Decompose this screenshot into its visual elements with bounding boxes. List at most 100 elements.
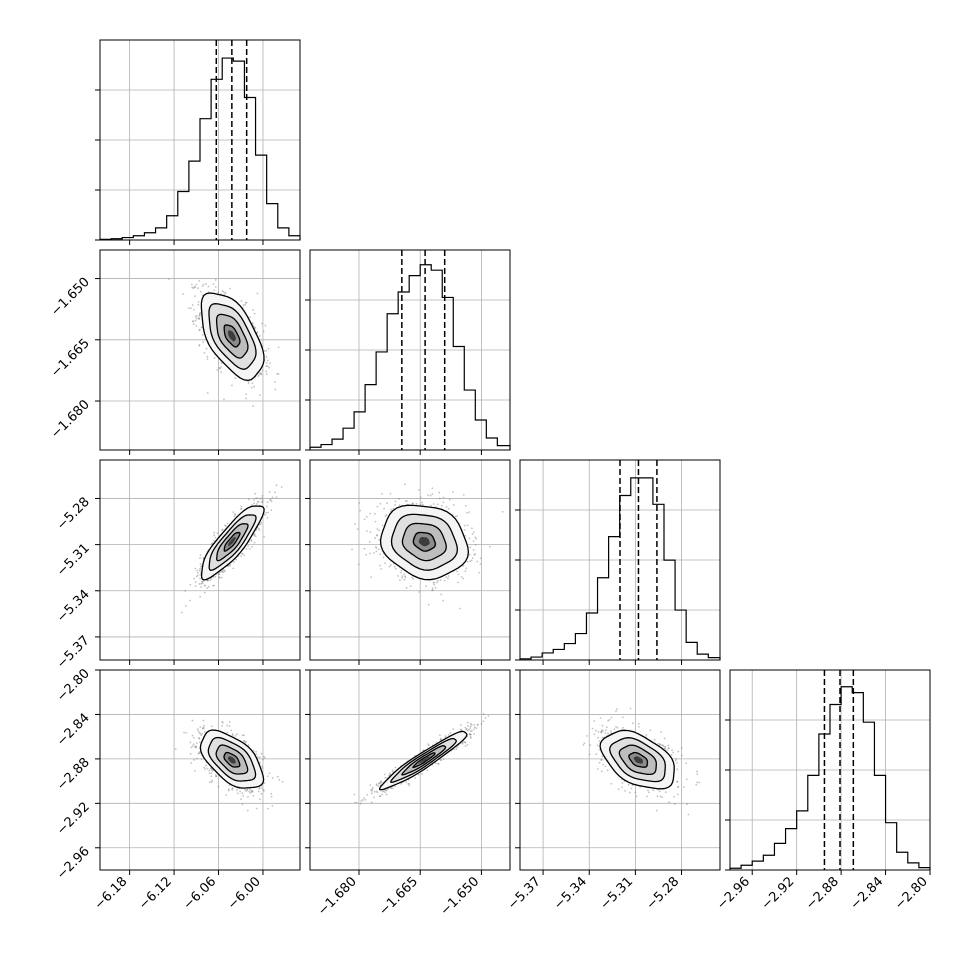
scatter-point [201,582,204,585]
scatter-point [667,747,670,749]
scatter-point [235,558,238,561]
scatter-point [241,792,244,795]
scatter-point [195,283,198,286]
scatter-point [262,758,264,761]
scatter-point [593,733,596,736]
contour-line [401,745,447,776]
scatter-point [476,724,479,726]
scatter-point [419,503,422,506]
scatter-point [240,300,243,302]
scatter-point [474,536,477,539]
scatter-point [434,586,437,589]
scatter-point [276,372,279,375]
scatter-point [468,537,471,540]
scatter-point [408,782,411,785]
scatter-point [228,720,231,723]
scatter-point [219,367,222,370]
scatter-point [443,579,446,582]
scatter-point [197,300,200,303]
scatter-point [388,565,391,568]
scatter-point [227,788,230,791]
scatter-point [438,491,441,494]
panel-2d [351,483,504,610]
scatter-point [257,375,260,378]
scatter-point [663,747,666,750]
scatter-point [457,581,459,584]
scatter-point [258,798,261,801]
scatter-point [595,753,598,756]
scatter-point [261,765,263,768]
scatter-point [473,733,476,735]
scatter-point [256,756,259,758]
scatter-point [666,749,669,751]
scatter-point [696,781,699,784]
scatter-point [210,772,213,775]
scatter-point [274,388,277,391]
scatter-point [663,737,666,740]
scatter-point [635,795,638,798]
scatter-point [388,774,391,777]
scatter-point [385,788,387,791]
scatter-point [217,291,220,294]
scatter-point [470,559,473,562]
scatter-point [470,733,472,736]
scatter-point [473,553,476,556]
scatter-point [192,323,195,325]
scatter-point [266,501,269,503]
scatter-point [219,570,222,573]
scatter-point [465,728,468,731]
scatter-point [212,584,215,587]
scatter-point [257,374,260,376]
scatter-point [217,573,220,576]
scatter-point [236,733,238,735]
scatter-point [384,776,387,779]
scatter-point [659,743,662,746]
scatter-point [456,515,459,517]
y-tick-label: −1.650 [48,275,93,320]
scatter-point [403,573,406,576]
scatter-point [262,755,265,758]
scatter-point [634,791,637,794]
scatter-point [226,522,229,525]
scatter-point [622,726,625,729]
scatter-point [479,563,482,566]
scatter-point [373,512,376,515]
scatter-point [394,500,397,503]
scatter-point [195,745,198,748]
scatter-point [269,362,271,365]
x-tick-label: −2.96 [714,874,753,913]
contour-line [390,513,459,571]
scatter-point [418,591,421,593]
scatter-point [269,498,272,501]
scatter-point [225,794,228,797]
scatter-point [185,731,188,734]
scatter-point [393,565,396,568]
scatter-point [265,511,268,514]
scatter-point [414,777,417,779]
scatter-point [201,333,204,336]
scatter-point [474,553,476,556]
scatter-point [460,576,463,578]
scatter-point [427,603,430,606]
scatter-point [257,527,260,530]
contour-line [199,729,265,789]
scatter-point [221,570,224,572]
scatter-point [199,567,201,570]
scatter-point [604,729,607,731]
scatter-point [681,754,683,757]
scatter-point [261,497,263,499]
scatter-point [194,295,196,298]
scatter-point [447,507,450,510]
scatter-point [411,502,414,505]
scatter-point [203,766,205,769]
scatter-point [501,510,504,513]
scatter-point [218,573,221,576]
scatter-point [381,793,383,796]
scatter-point [231,733,234,735]
scatter-point [260,792,263,795]
scatter-point [401,576,403,579]
scatter-point [600,729,603,732]
scatter-point [657,742,660,745]
scatter-point [370,801,373,804]
panel-grid [100,460,300,660]
